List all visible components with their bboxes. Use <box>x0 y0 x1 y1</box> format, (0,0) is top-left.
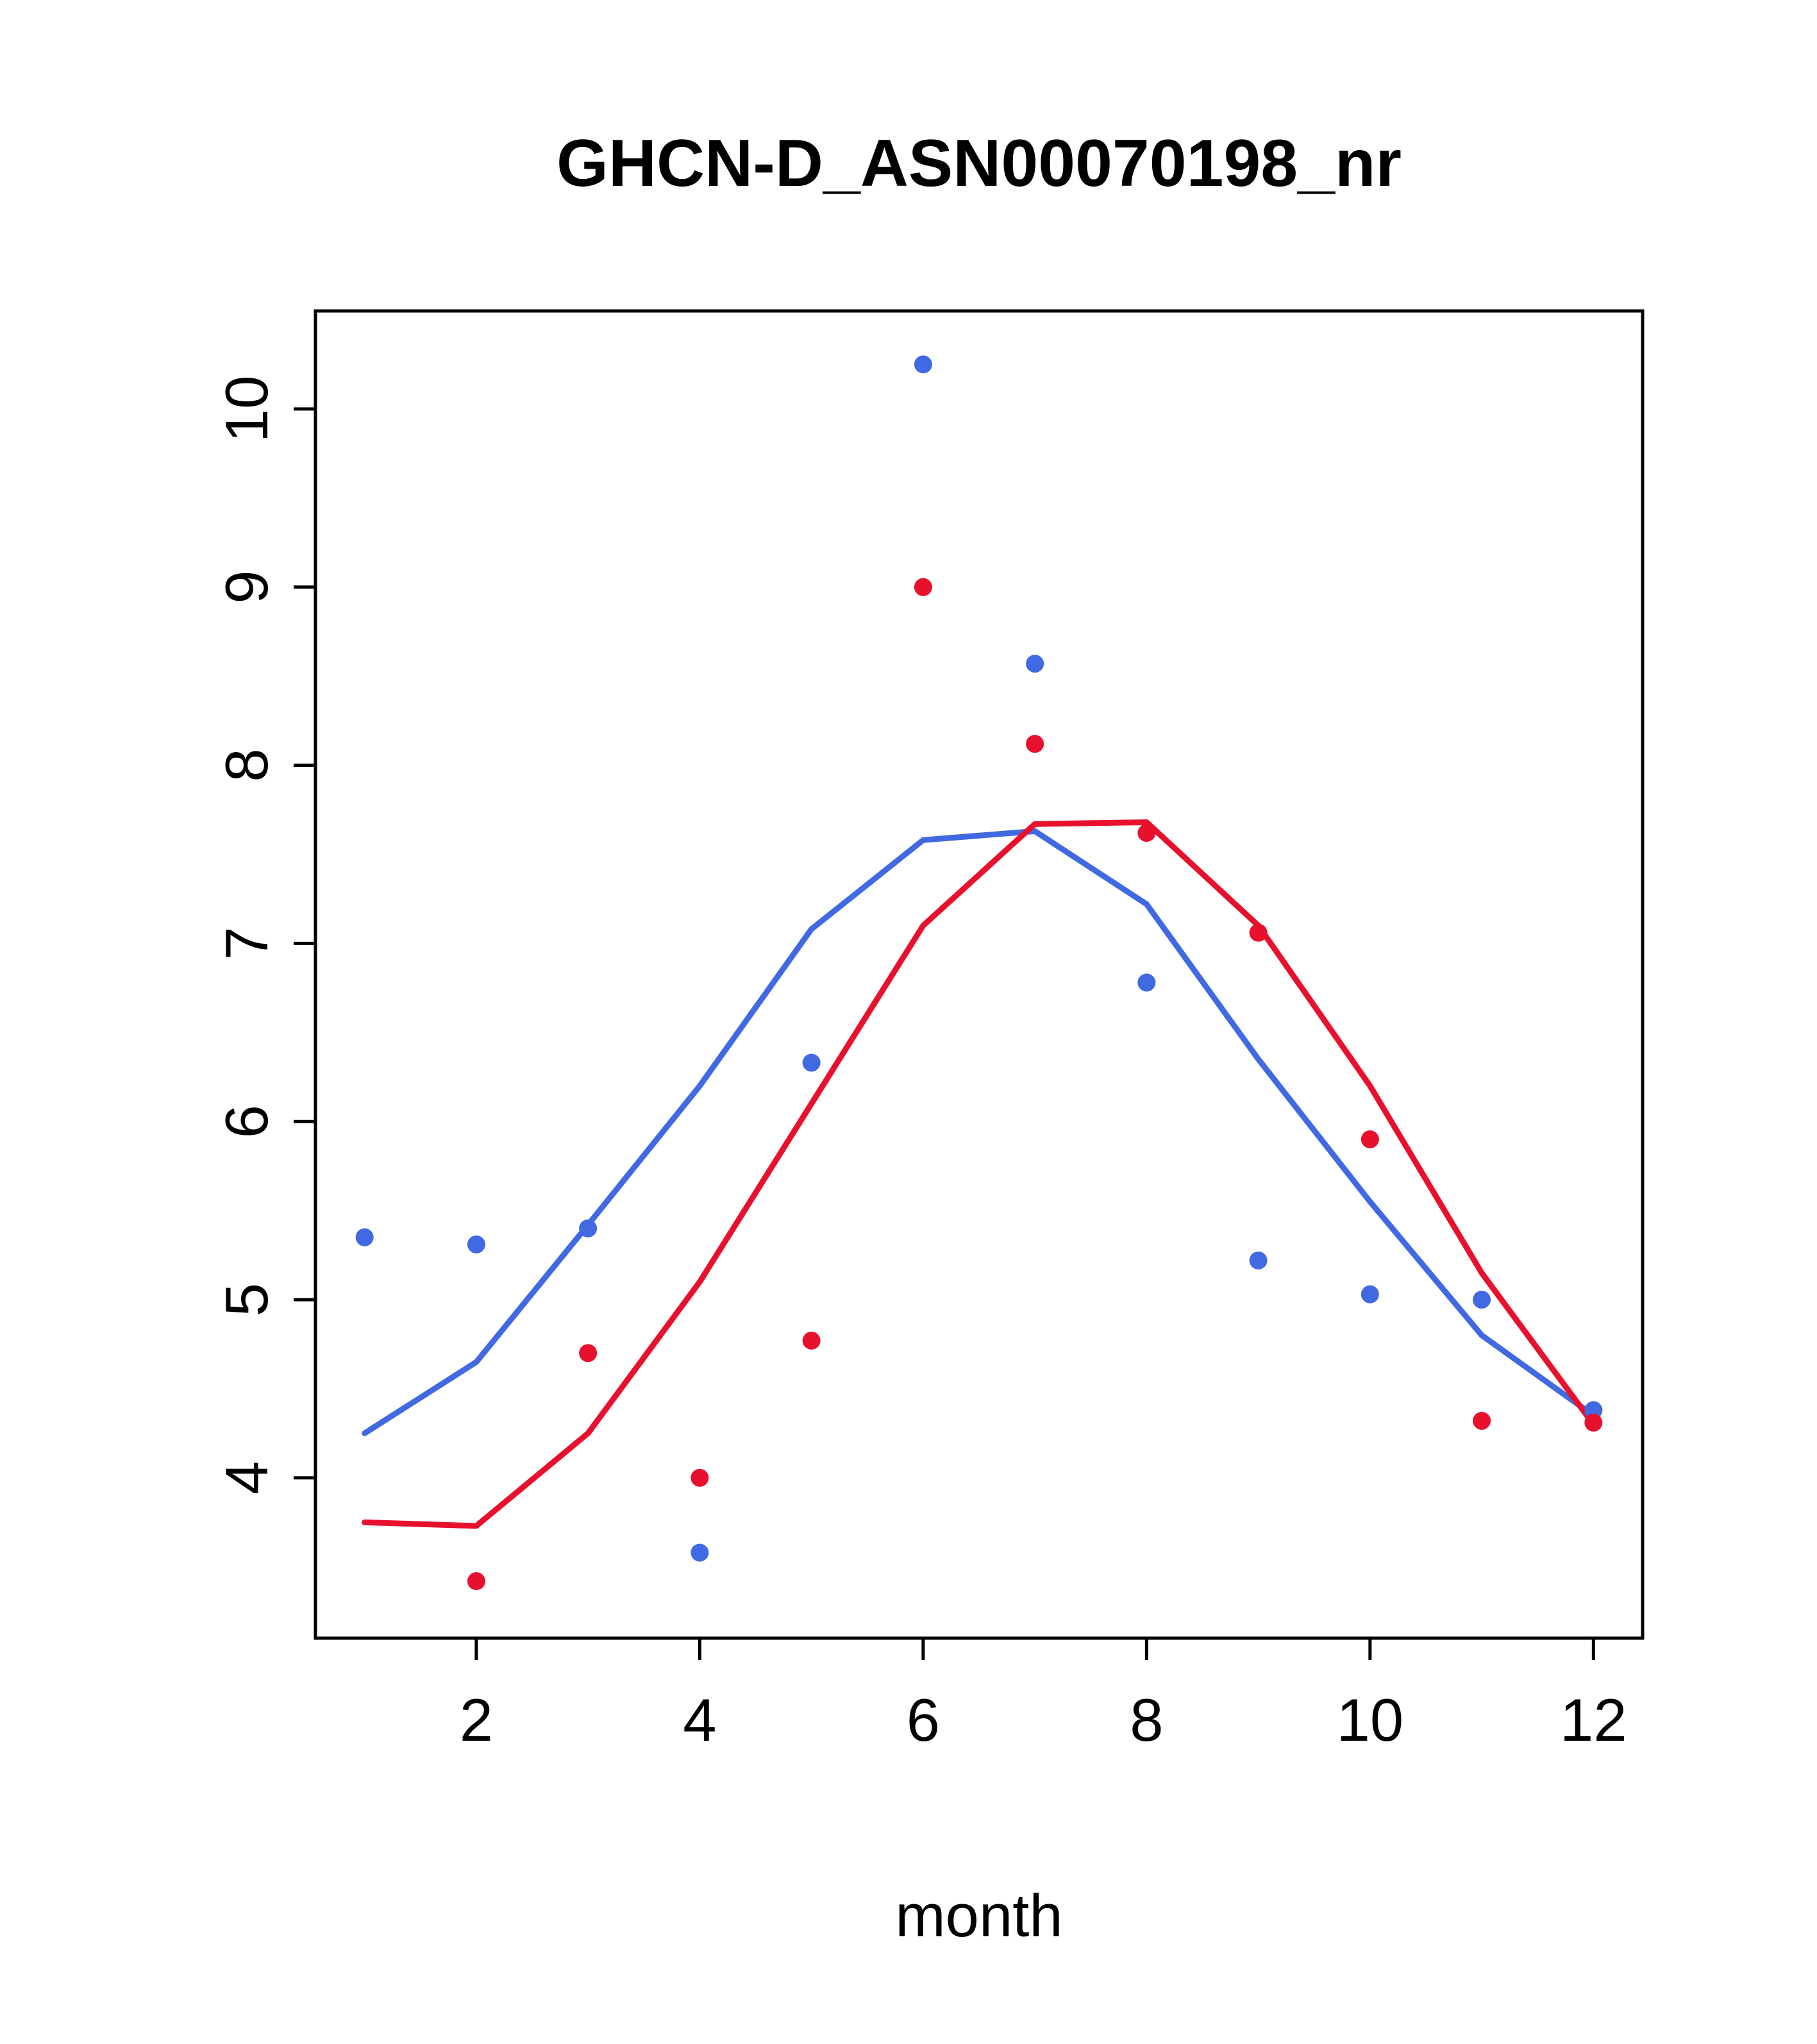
blue-points-marker <box>467 1235 485 1253</box>
x-tick-label: 2 <box>460 1686 493 1754</box>
red-points-marker <box>579 1344 598 1362</box>
red-points-marker <box>467 1572 485 1591</box>
plot-box <box>314 309 1645 1640</box>
red-points-marker <box>691 1468 709 1487</box>
blue-points-marker <box>579 1219 598 1237</box>
x-tick-label: 12 <box>1560 1686 1627 1754</box>
blue-points-marker <box>1584 1401 1603 1420</box>
y-tick-label: 5 <box>213 1283 280 1316</box>
y-tick-label: 10 <box>213 376 280 443</box>
red-points-marker <box>1137 824 1156 842</box>
plot-render-layer: 2 4 6 8 10 12 4 5 6 7 8 9 10 <box>213 309 1645 1754</box>
y-tick-label: 9 <box>213 571 280 604</box>
x-tick-label: 8 <box>1130 1686 1163 1754</box>
blue-points-marker <box>355 1228 374 1246</box>
red-points-marker <box>802 1331 821 1350</box>
x-axis-label: month <box>895 1882 1062 1949</box>
blue-points-marker <box>1473 1291 1491 1309</box>
red-points-marker <box>914 578 932 596</box>
y-tick-label: 6 <box>213 1105 280 1138</box>
x-tick-label: 4 <box>683 1686 716 1754</box>
blue-points-marker <box>802 1053 821 1072</box>
y-tick-label: 4 <box>213 1461 280 1495</box>
y-tick-label: 7 <box>213 926 280 960</box>
blue-points-marker <box>1249 1251 1268 1269</box>
red-points-marker <box>1026 735 1044 753</box>
blue-points-marker <box>914 355 932 374</box>
red-smooth-line <box>362 819 1596 1529</box>
blue-points-marker <box>691 1543 709 1562</box>
blue-points-marker <box>1361 1285 1379 1303</box>
blue-smooth-line <box>362 828 1596 1436</box>
red-points-marker <box>1584 1413 1603 1432</box>
chart-title: GHCN-D_ASN00070198_nr <box>557 126 1402 201</box>
x-tick-label: 6 <box>907 1686 940 1754</box>
y-tick-label: 8 <box>213 748 280 782</box>
red-points-marker <box>1473 1412 1491 1430</box>
blue-points-marker <box>1026 655 1044 673</box>
red-points-marker <box>1249 923 1268 942</box>
x-tick-label: 10 <box>1337 1686 1404 1754</box>
blue-points-marker <box>1137 973 1156 992</box>
red-points-marker <box>1361 1130 1379 1149</box>
